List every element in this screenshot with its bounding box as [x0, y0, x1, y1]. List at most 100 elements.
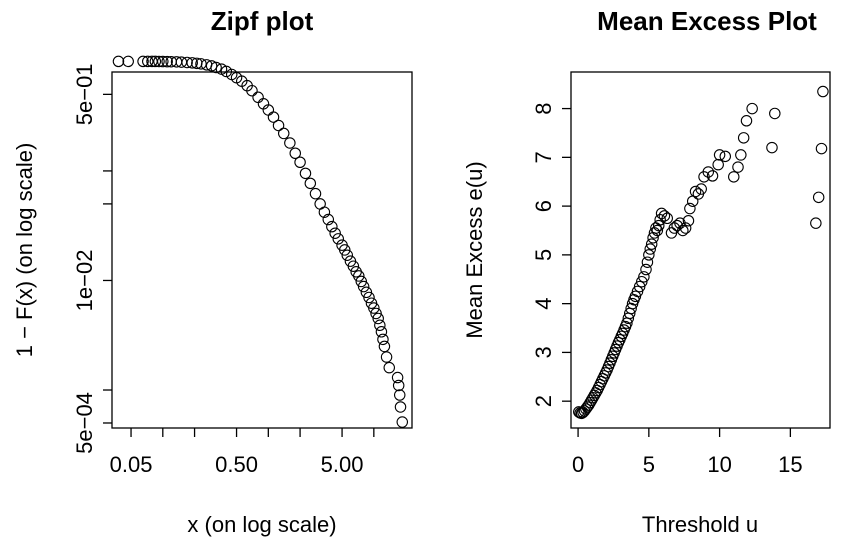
mean-excess-points — [573, 85, 829, 420]
y-tick-label-1: 1e−02 — [72, 250, 97, 312]
data-point-62 — [378, 340, 391, 353]
mean-excess-plot-panel: Mean Excess Plot 0 5 10 15 2 3 4 5 6 7 8 Threshol… — [462, 6, 831, 537]
data-point-74 — [712, 158, 724, 171]
data-point-20 — [220, 65, 233, 78]
data-point-51 — [355, 275, 368, 288]
mean-excess-y-axis: 2 3 4 5 6 7 8 — [531, 102, 571, 407]
data-point-54 — [363, 291, 375, 304]
y-tick-label-5: 7 — [531, 151, 556, 163]
mean-excess-y-axis-label: Mean Excess e(u) — [462, 161, 487, 338]
data-point-25 — [246, 84, 258, 97]
data-point-46 — [341, 249, 354, 261]
data-point-63 — [677, 224, 689, 237]
data-point-55 — [654, 214, 666, 226]
data-point-67 — [686, 195, 699, 207]
data-point-26 — [252, 91, 264, 104]
y-tick-label-2: 4 — [531, 298, 556, 310]
data-point-83 — [766, 141, 778, 154]
data-point-5 — [580, 403, 592, 415]
zipf-plot-title: Zipf plot — [211, 6, 314, 36]
zipf-y-axis: 5e−01 1e−02 5e−04 — [72, 63, 112, 454]
data-point-68 — [689, 185, 702, 198]
data-point-66 — [684, 202, 696, 215]
data-point-59 — [374, 319, 386, 332]
data-point-2 — [137, 55, 149, 68]
x-tick-label-0: 0.05 — [110, 452, 153, 477]
data-point-35 — [299, 167, 312, 180]
data-point-37 — [309, 187, 322, 200]
y-tick-label-0: 5e−01 — [72, 63, 97, 125]
data-point-61 — [377, 333, 389, 346]
data-point-63 — [380, 351, 393, 363]
x-tick-label-3: 15 — [778, 452, 802, 477]
data-point-46 — [641, 256, 654, 268]
data-point-72 — [702, 166, 715, 178]
y-tick-label-4: 6 — [531, 200, 556, 212]
y-tick-label-1: 3 — [531, 346, 556, 358]
data-point-66 — [392, 379, 405, 392]
data-point-85 — [810, 217, 822, 229]
data-point-82 — [746, 102, 758, 115]
data-point-81 — [740, 115, 753, 127]
x-tick-label-1: 0.50 — [215, 452, 258, 477]
data-point-43 — [332, 233, 344, 245]
data-point-87 — [815, 142, 828, 155]
data-point-53 — [360, 286, 373, 299]
data-point-56 — [368, 302, 380, 314]
data-point-54 — [652, 219, 665, 232]
data-point-77 — [728, 171, 740, 183]
data-point-48 — [644, 243, 657, 255]
x-tick-label-2: 5.00 — [321, 452, 364, 477]
data-point-33 — [289, 147, 302, 160]
data-point-86 — [812, 191, 825, 204]
data-point-4 — [578, 405, 591, 417]
data-point-29 — [267, 111, 280, 123]
data-point-13 — [186, 57, 198, 69]
x-tick-label-2: 10 — [707, 452, 731, 477]
data-point-43 — [636, 275, 648, 288]
data-point-47 — [643, 249, 655, 261]
data-point-39 — [318, 206, 331, 218]
data-point-73 — [706, 170, 719, 182]
data-point-57 — [658, 210, 671, 222]
data-point-44 — [638, 271, 650, 283]
data-point-58 — [661, 212, 673, 225]
data-point-70 — [695, 183, 707, 195]
y-tick-label-0: 2 — [531, 395, 556, 407]
data-point-12 — [181, 56, 193, 69]
data-point-48 — [347, 260, 360, 272]
data-point-80 — [737, 132, 750, 144]
data-point-53 — [651, 224, 664, 237]
zipf-x-axis: 0.05 0.50 5.00 — [110, 428, 375, 477]
data-point-52 — [357, 280, 370, 293]
x-tick-label-0: 0 — [572, 452, 584, 477]
data-point-49 — [645, 238, 658, 250]
data-point-3 — [142, 55, 154, 68]
data-point-0 — [112, 55, 125, 68]
zipf-x-axis-label: x (on log scale) — [187, 512, 336, 537]
data-point-79 — [735, 149, 747, 161]
data-point-37 — [625, 302, 637, 315]
data-point-41 — [631, 285, 644, 298]
data-point-32 — [284, 137, 296, 149]
zipf-y-axis-label: 1 − F(x) (on log scale) — [12, 143, 37, 358]
data-point-78 — [732, 161, 744, 173]
data-point-42 — [633, 280, 646, 293]
data-point-69 — [396, 416, 409, 428]
data-point-2 — [575, 407, 588, 420]
zipf-points — [112, 55, 409, 428]
data-point-64 — [383, 361, 396, 374]
data-point-67 — [393, 389, 406, 401]
data-point-57 — [370, 307, 382, 320]
data-point-34 — [294, 156, 306, 169]
data-point-40 — [322, 213, 335, 226]
x-tick-label-1: 5 — [643, 452, 655, 477]
data-point-1 — [122, 55, 134, 68]
data-point-5 — [149, 55, 162, 68]
data-point-58 — [372, 312, 384, 325]
data-point-65 — [391, 371, 404, 384]
data-point-50 — [353, 270, 365, 282]
y-tick-label-2: 5e−04 — [72, 392, 97, 454]
mean-excess-x-axis-label: Threshold u — [642, 512, 758, 537]
